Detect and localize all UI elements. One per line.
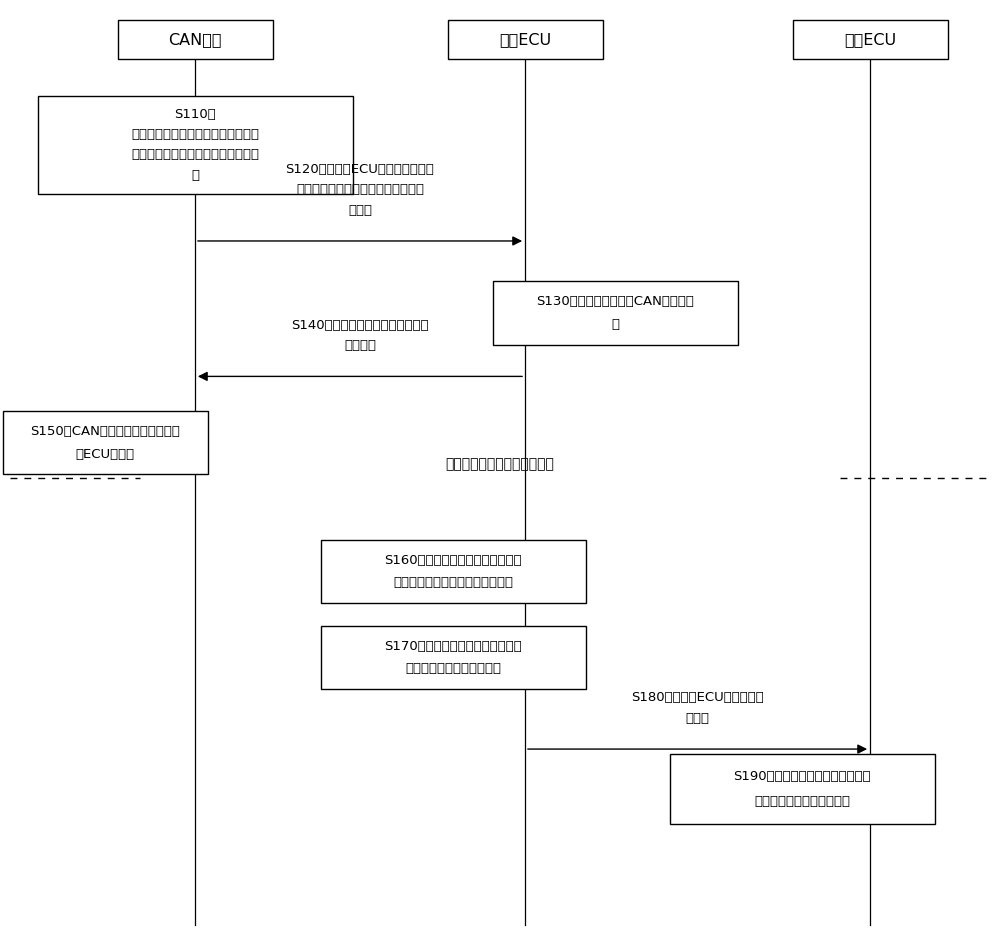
Bar [792,20,948,59]
Bar [118,20,273,59]
Text: 文进行解密，得到应用报文: 文进行解密，得到应用报文 [754,795,850,808]
Text: 行加密，得到加密应用报文: 行加密，得到加密应用报文 [405,662,501,675]
Text: 证报文包括第一数量的随机数和认证: 证报文包括第一数量的随机数和认证 [131,149,259,162]
Text: S190，根据第二密鑰对加密应用报: S190，根据第二密鑰对加密应用报 [733,771,871,784]
Bar [38,96,353,194]
Bar [320,626,586,689]
Text: 份: 份 [611,318,619,331]
Text: S120，向第一ECU发送认证报文，: S120，向第一ECU发送认证报文， [286,163,434,176]
Text: 第二ECU: 第二ECU [844,32,896,47]
Bar [320,540,586,603]
Text: 用报文: 用报文 [686,712,710,725]
Text: 括响应码: 括响应码 [344,339,376,352]
Text: ，认证报文包括第一数量的随机数和: ，认证报文包括第一数量的随机数和 [296,183,424,196]
Text: 身份验证通过，可以进行通信: 身份验证通过，可以进行通信 [446,457,554,471]
Text: S170，根据第一密鑰对应用报文进: S170，根据第一密鑰对应用报文进 [384,640,522,653]
Text: CAN网关: CAN网关 [168,32,222,47]
Bar [670,755,934,825]
Text: 认证码: 认证码 [348,204,372,217]
Text: S140，发送响应报文，响应报文包: S140，发送响应报文，响应报文包 [291,318,429,332]
Bar [448,20,602,59]
Bar [492,281,738,345]
Bar [3,411,208,474]
Text: S160，根据第一数量的随机数中的: S160，根据第一数量的随机数中的 [384,554,522,567]
Text: 码: 码 [191,169,199,182]
Text: 一ECU的身份: 一ECU的身份 [75,447,135,460]
Text: 第一ECU: 第一ECU [499,32,551,47]
Text: 每隔第二时间周期生成认证报文，认: 每隔第二时间周期生成认证报文，认 [131,128,259,141]
Text: S110，: S110， [174,107,216,120]
Text: S130，根据认证码验证CAN网关的身: S130，根据认证码验证CAN网关的身 [536,295,694,308]
Text: 第一随机数和根密鑰确定第一密鑰: 第一随机数和根密鑰确定第一密鑰 [393,576,513,589]
Text: S180，向第二ECU发送加密应: S180，向第二ECU发送加密应 [631,691,764,704]
Text: S150，CAN网关根据响应码验证第: S150，CAN网关根据响应码验证第 [30,425,180,438]
